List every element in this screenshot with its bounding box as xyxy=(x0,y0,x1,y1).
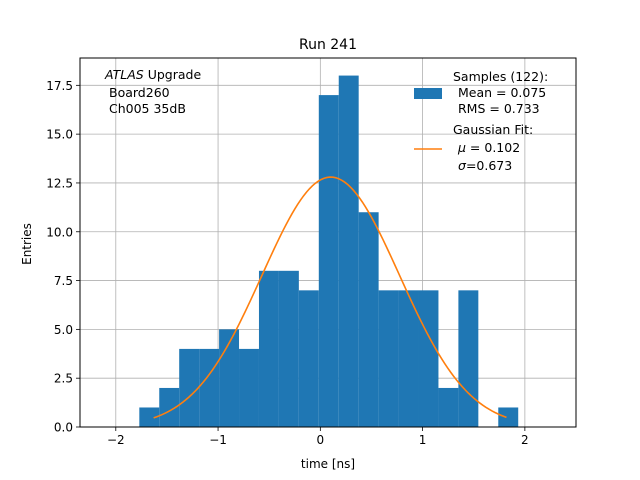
histogram-bar-5 xyxy=(239,348,259,427)
legend-samples-rms: RMS = 0.733 xyxy=(458,101,540,116)
legend-mu-symbol: μ xyxy=(457,140,466,155)
y-tick-label-5: 12.5 xyxy=(46,176,73,190)
histogram-bar-6 xyxy=(258,270,279,427)
legend: Samples (122): Mean = 0.075 RMS = 0.733 … xyxy=(414,69,548,173)
axes-frame xyxy=(79,57,577,428)
x-tick-label-0: −2 xyxy=(107,433,125,447)
gaussian-fit xyxy=(153,176,507,419)
axis-ticks: −2 −1 0 1 2 0.0 2.5 5.0 7.5 10.0 12.5 15.0 17.5 xyxy=(46,79,528,447)
histogram-bar-7 xyxy=(278,270,299,427)
legend-histogram-swatch xyxy=(414,88,442,99)
y-axis-label: Entries xyxy=(20,223,34,265)
y-tick-label-7: 17.5 xyxy=(46,79,73,93)
annotation-line-2: Board260 xyxy=(109,85,170,100)
y-tick-label-1: 2.5 xyxy=(54,372,73,386)
histogram-bar-1 xyxy=(159,387,180,427)
x-axis-label: time [ns] xyxy=(301,457,355,471)
x-tick-label-1: −1 xyxy=(209,433,227,447)
y-tick-label-4: 10.0 xyxy=(46,225,73,239)
legend-sigma-value: =0.673 xyxy=(466,158,512,173)
annotation-rest: Upgrade xyxy=(144,67,202,82)
x-tick-label-4: 2 xyxy=(521,433,529,447)
histogram-bars xyxy=(139,75,519,428)
y-tick-label-6: 15.0 xyxy=(46,128,73,142)
legend-samples-mean: Mean = 0.075 xyxy=(458,85,546,100)
histogram-bar-16 xyxy=(458,290,479,427)
histogram-bar-13 xyxy=(398,290,419,427)
histogram-bar-8 xyxy=(298,290,319,427)
histogram-bar-11 xyxy=(358,212,379,427)
histogram-bar-12 xyxy=(378,290,399,427)
legend-samples-title: Samples (122): xyxy=(453,69,548,84)
legend-mu-value: = 0.102 xyxy=(466,140,520,155)
histogram-bar-9 xyxy=(318,95,339,427)
histogram-bar-14 xyxy=(418,290,439,427)
histogram-bar-4 xyxy=(219,329,240,427)
y-tick-label-2: 5.0 xyxy=(54,323,73,337)
annotation-line-1: ATLAS Upgrade xyxy=(104,67,201,82)
histogram-bar-18 xyxy=(498,407,519,427)
histogram-bar-2 xyxy=(179,348,200,427)
y-tick-label-0: 0.0 xyxy=(54,421,73,435)
histogram-bar-0 xyxy=(139,407,160,427)
histogram-bar-3 xyxy=(199,348,220,427)
legend-fit-mu: μ = 0.102 xyxy=(457,140,520,155)
x-tick-label-3: 1 xyxy=(419,433,427,447)
annotation: ATLAS Upgrade Board260 Ch005 35dB xyxy=(104,67,201,116)
chart-title: Run 241 xyxy=(299,37,357,53)
histogram-bar-10 xyxy=(338,75,359,428)
legend-fit-title: Gaussian Fit: xyxy=(453,122,533,137)
legend-fit-sigma: σ=0.673 xyxy=(458,158,512,173)
x-tick-label-2: 0 xyxy=(317,433,325,447)
annotation-line-3: Ch005 35dB xyxy=(109,101,186,116)
y-tick-label-3: 7.5 xyxy=(54,274,73,288)
legend-sigma-symbol: σ xyxy=(458,158,467,173)
annotation-italic: ATLAS xyxy=(104,67,144,82)
histogram-bar-15 xyxy=(438,387,459,427)
fit-curve xyxy=(153,176,507,419)
